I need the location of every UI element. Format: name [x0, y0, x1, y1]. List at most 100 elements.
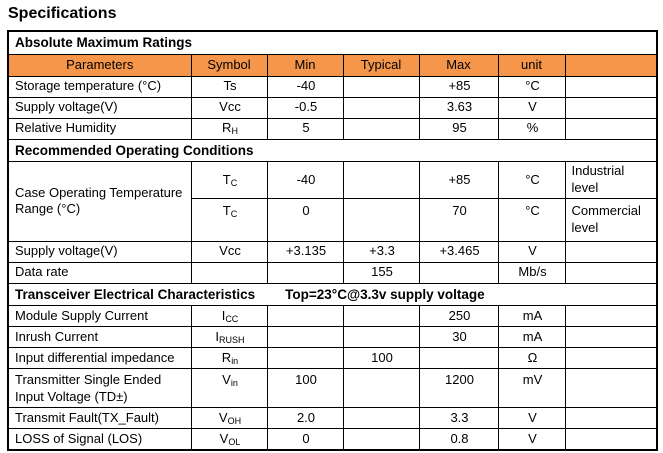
note-cell: Commercial level	[564, 197, 658, 242]
column-header-row: Parameters Symbol Min Typical Max unit	[7, 53, 658, 77]
col-header-note	[564, 53, 658, 77]
symbol-cell: Rin	[190, 347, 268, 370]
symbol-subscript: CC	[225, 313, 239, 324]
note-cell	[564, 261, 658, 284]
param-cell: Data rate	[7, 261, 192, 284]
symbol-cell: VOL	[190, 428, 268, 451]
table-row-loss-of-signal: LOSS of Signal (LOS) VOL 0 0.8 V	[7, 428, 658, 451]
page-title: Specifications	[8, 5, 117, 22]
param-cell: Supply voltage(V)	[7, 96, 192, 119]
symbol-subscript: OL	[228, 436, 241, 447]
symbol-text: V	[218, 409, 228, 425]
section-title: Absolute Maximum Ratings	[7, 30, 658, 55]
symbol-subscript: RUSH	[219, 334, 245, 345]
symbol-text: R	[222, 120, 232, 136]
min-cell	[266, 326, 344, 349]
typical-cell	[342, 96, 420, 119]
unit-cell: mA	[497, 305, 566, 328]
col-header-unit: unit	[497, 53, 566, 77]
max-cell: +3.465	[418, 240, 499, 263]
symbol-text: Vcc	[219, 99, 241, 115]
table-row-input-impedance: Input differential impedance Rin 100 Ω	[7, 347, 658, 370]
unit-cell: °C	[497, 75, 566, 98]
section-title: Recommended Operating Conditions	[7, 138, 658, 163]
typical-cell	[342, 75, 420, 98]
max-cell: 1200	[418, 368, 499, 409]
symbol-text: T	[222, 171, 231, 187]
table-row-supply-voltage-roc: Supply voltage(V) Vcc +3.135 +3.3 +3.465…	[7, 240, 658, 263]
symbol-subscript: in	[230, 378, 238, 389]
table-row-inrush-current: Inrush Current IRUSH 30 mA	[7, 326, 658, 349]
min-cell: 2.0	[266, 407, 344, 430]
typical-cell	[342, 197, 420, 242]
col-header-min: Min	[266, 53, 344, 77]
col-header-typical: Typical	[342, 53, 420, 77]
param-cell: Relative Humidity	[7, 117, 192, 140]
unit-cell: V	[497, 428, 566, 451]
symbol-subscript: H	[231, 126, 238, 137]
min-cell: -40	[266, 75, 344, 98]
max-cell: 3.63	[418, 96, 499, 119]
note-cell	[564, 305, 658, 328]
param-cell: Input differential impedance	[7, 347, 192, 370]
typical-cell	[342, 368, 420, 409]
unit-cell: V	[497, 240, 566, 263]
table-row-data-rate: Data rate 155 Mb/s	[7, 261, 658, 284]
param-cell: Storage temperature (°C)	[7, 75, 192, 98]
symbol-subscript: in	[231, 355, 239, 366]
table-row-supply-voltage-abs: Supply voltage(V) Vcc -0.5 3.63 V	[7, 96, 658, 119]
param-cell: Case Operating Temperature Range (°C)	[7, 161, 192, 242]
symbol-cell: Ts	[190, 75, 268, 98]
unit-cell: Mb/s	[497, 261, 566, 284]
symbol-cell: VOH	[190, 407, 268, 430]
max-cell	[418, 261, 499, 284]
table-row-module-supply-current: Module Supply Current ICC 250 mA	[7, 305, 658, 328]
section-header-row-amr: Absolute Maximum Ratings	[7, 30, 658, 55]
param-cell: Module Supply Current	[7, 305, 192, 328]
unit-cell: °C	[497, 197, 566, 242]
table-row-case-temp-commercial: TC 0 70 °C Commercial level	[8, 197, 658, 242]
param-cell: Transmitter Single Ended Input Voltage (…	[7, 368, 192, 409]
symbol-text: R	[221, 349, 232, 365]
table-row-transmitter-input-voltage: Transmitter Single Ended Input Voltage (…	[7, 368, 658, 409]
min-cell: -0.5	[266, 96, 344, 119]
param-cell: LOSS of Signal (LOS)	[7, 428, 192, 451]
symbol-text: I	[215, 328, 220, 344]
symbol-cell: RH	[190, 117, 268, 140]
symbol-text: I	[221, 307, 226, 323]
max-cell: 95	[418, 117, 499, 140]
max-cell	[418, 347, 499, 370]
typical-cell	[342, 161, 420, 199]
note-cell	[564, 117, 658, 140]
spec-table: Absolute Maximum Ratings Parameters Symb…	[7, 30, 659, 451]
unit-cell: %	[497, 117, 566, 140]
symbol-text: T	[222, 202, 231, 218]
note-cell	[564, 347, 658, 370]
table-row-case-temp-industrial: Case Operating Temperature Range (°C) TC…	[7, 161, 658, 242]
symbol-cell: TC	[190, 161, 268, 199]
min-cell	[266, 305, 344, 328]
typical-cell	[342, 407, 420, 430]
note-cell	[564, 326, 658, 349]
note-cell	[564, 368, 658, 409]
min-cell	[266, 261, 344, 284]
typical-cell	[342, 326, 420, 349]
note-cell	[564, 428, 658, 451]
symbol-subscript: C	[230, 208, 238, 219]
section-header-row-tec: Transceiver Electrical Characteristics To…	[7, 282, 658, 307]
section-header-row-roc: Recommended Operating Conditions	[7, 138, 658, 163]
min-cell: 0	[266, 197, 344, 242]
unit-cell: mA	[497, 326, 566, 349]
symbol-text: Vcc	[219, 243, 241, 259]
symbol-cell: IRUSH	[190, 326, 268, 349]
symbol-cell: Vin	[190, 368, 268, 409]
table-row-transmit-fault: Transmit Fault(TX_Fault) VOH 2.0 3.3 V	[7, 407, 658, 430]
symbol-cell	[190, 261, 268, 284]
unit-cell: V	[497, 96, 566, 119]
param-cell: Supply voltage(V)	[7, 240, 192, 263]
unit-cell: mV	[497, 368, 566, 409]
note-cell	[564, 96, 658, 119]
typical-cell: 100	[342, 347, 420, 370]
unit-cell: °C	[497, 161, 566, 199]
typical-cell	[342, 117, 420, 140]
